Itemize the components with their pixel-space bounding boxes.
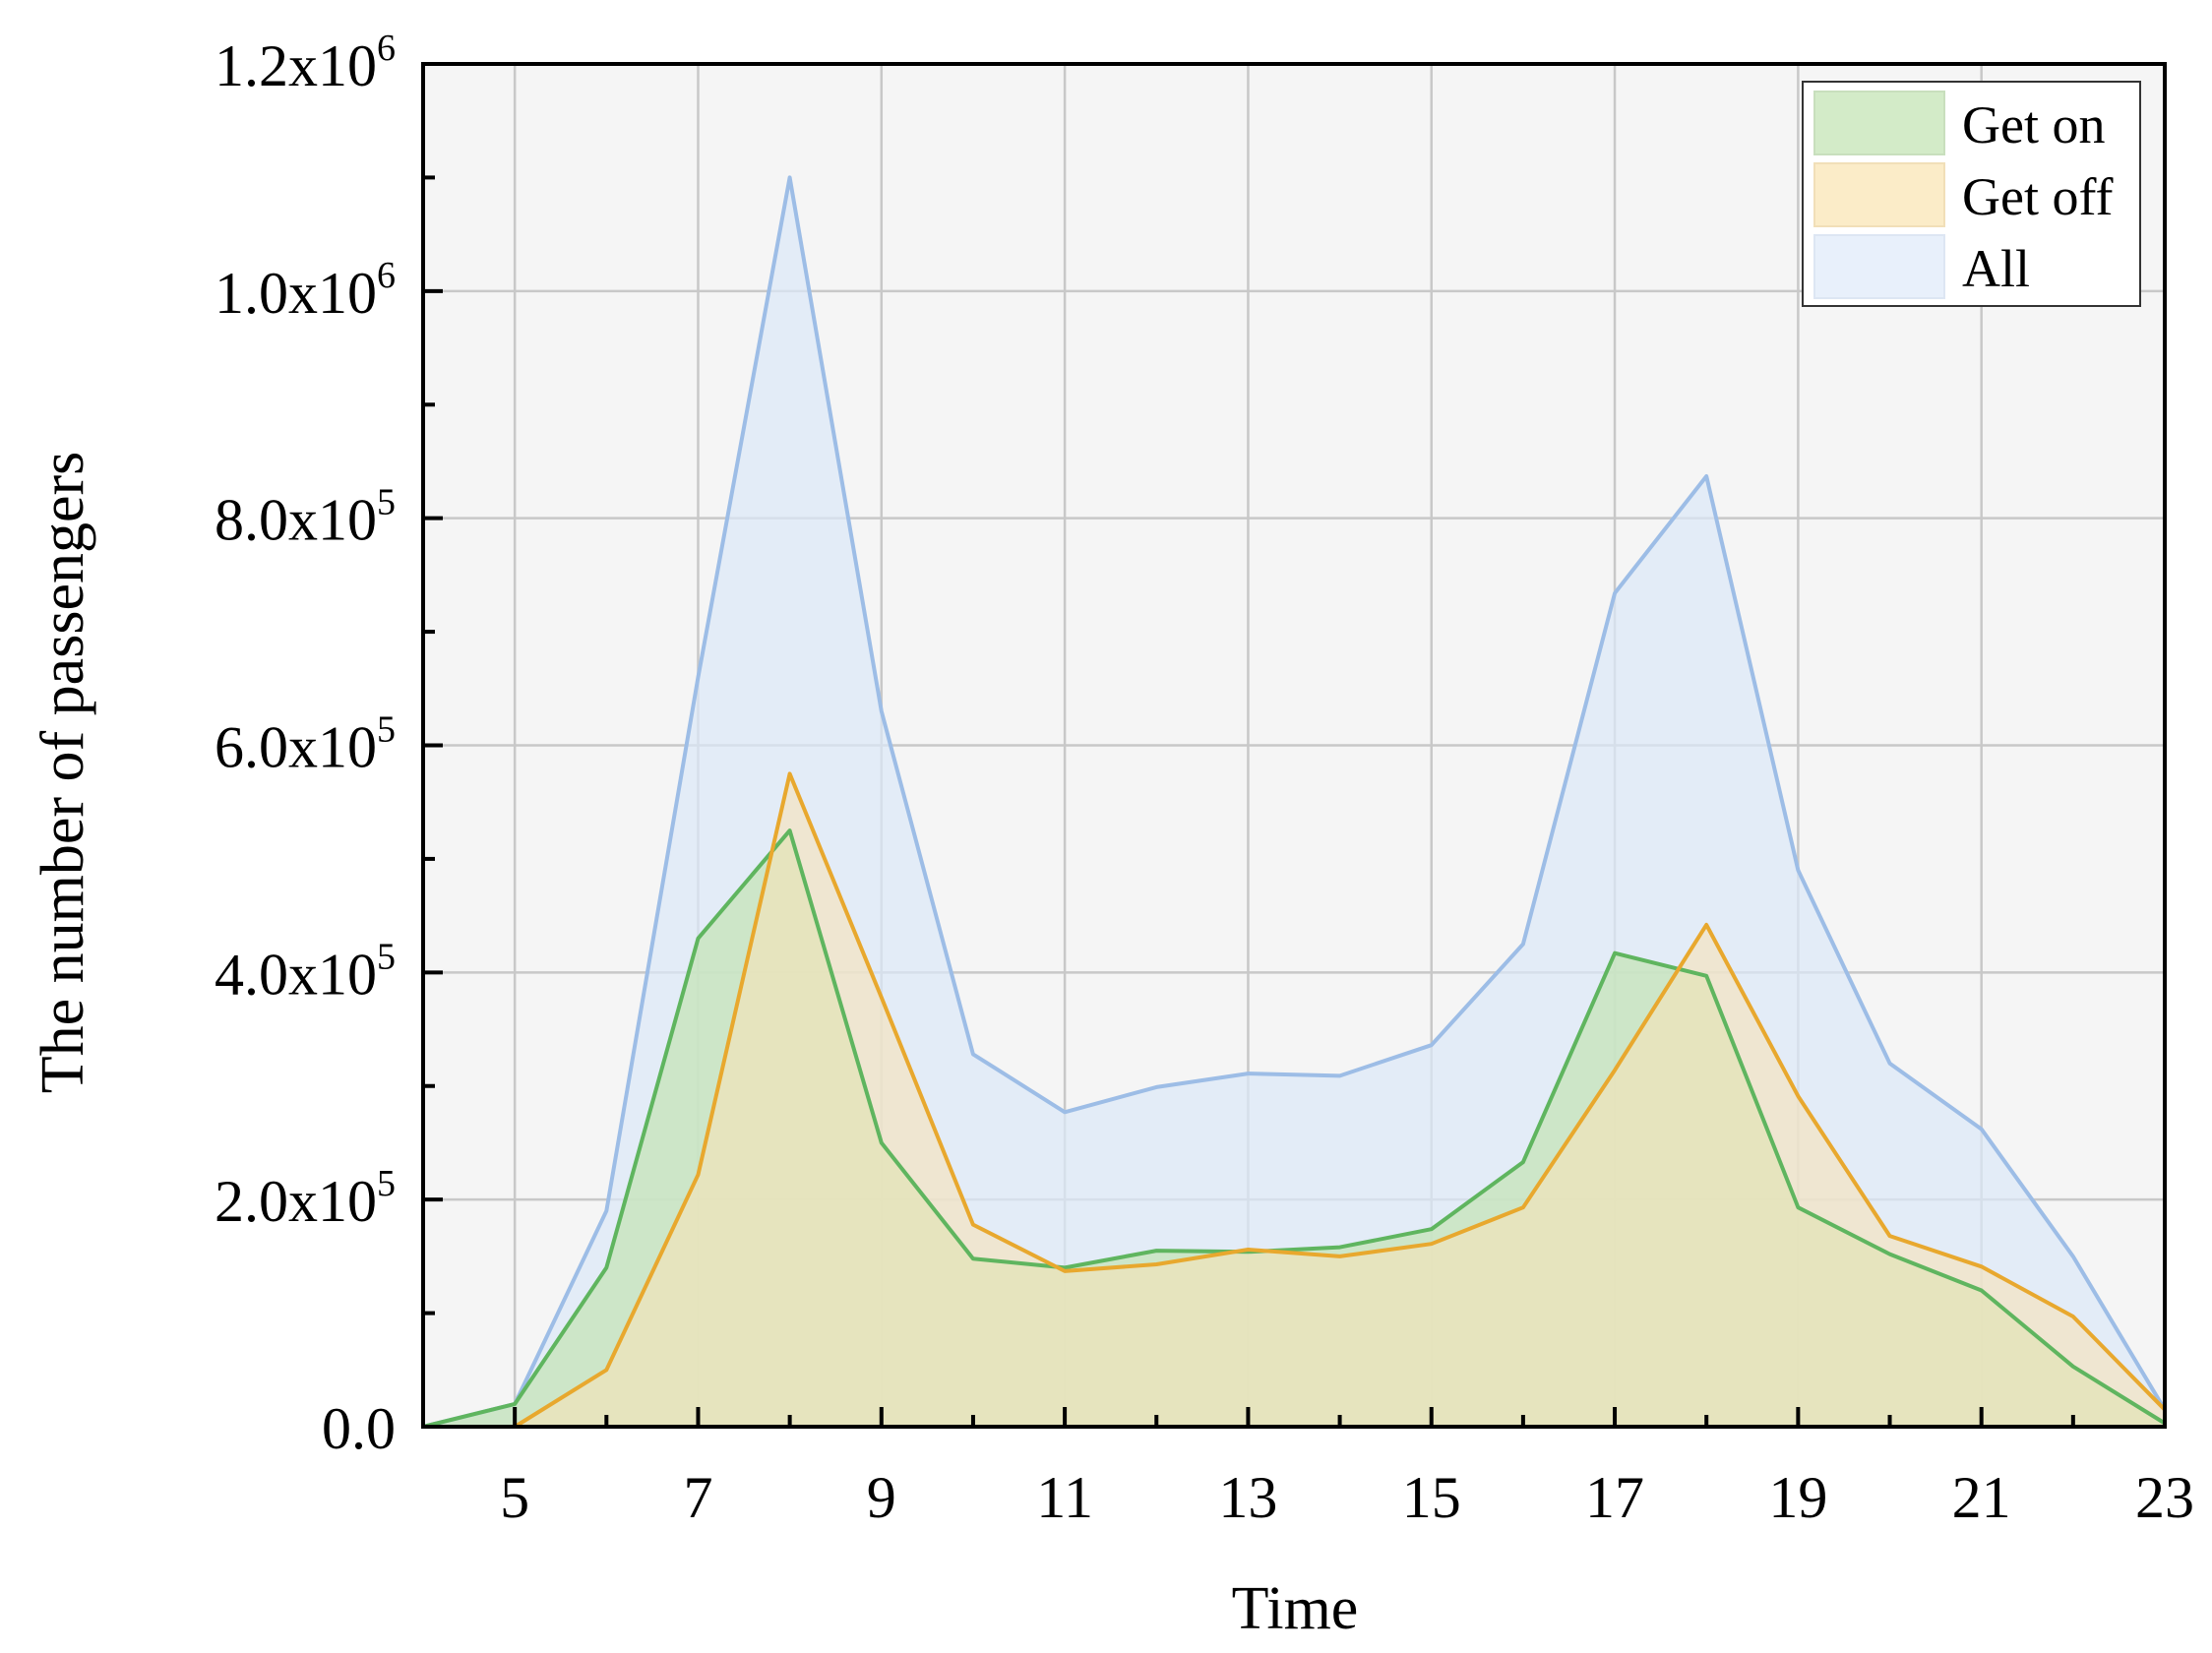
- x-tick-label-11: 11: [1036, 1465, 1093, 1530]
- y-tick-label-5: 1.0x106: [215, 255, 396, 326]
- x-tick-label-13: 13: [1218, 1465, 1277, 1530]
- legend-label-all: All: [1962, 239, 2030, 298]
- y-tick-exponent: 5: [377, 936, 396, 977]
- y-tick-mantissa: 2.0x10: [215, 1169, 377, 1234]
- legend-swatch-get-off: [1813, 162, 1945, 227]
- area-get-off: [423, 773, 2165, 1427]
- y-tick-exponent: 5: [377, 709, 396, 751]
- y-tick-label-6: 1.2x106: [215, 28, 396, 98]
- y-tick-mantissa: 4.0x10: [215, 942, 377, 1007]
- y-tick-label-1: 2.0x105: [215, 1163, 396, 1234]
- y-tick-label-2: 4.0x105: [215, 936, 396, 1007]
- x-tick-label-15: 15: [1402, 1465, 1461, 1530]
- y-tick-exponent: 6: [377, 28, 396, 69]
- x-tick-label-21: 21: [1952, 1465, 2011, 1530]
- y-tick-exponent: 6: [377, 255, 396, 296]
- y-tick-label-3: 6.0x105: [215, 709, 396, 780]
- x-tick-labels: 5 7 9 11 13 15 17 19 21 23: [500, 1465, 2194, 1530]
- line-get-off: [423, 771, 2167, 1429]
- legend-swatch-all: [1813, 234, 1945, 299]
- legend-label-get-on: Get on: [1962, 95, 2105, 154]
- y-tick-exponent: 5: [377, 482, 396, 523]
- line-get-on: [422, 828, 2167, 1429]
- y-axis-title: The number of passengers: [30, 452, 96, 1094]
- legend: Get on Get off All: [1802, 81, 2141, 307]
- x-tick-label-7: 7: [683, 1465, 712, 1530]
- legend-swatch-get-on: [1813, 91, 1945, 155]
- x-tick-label-17: 17: [1585, 1465, 1644, 1530]
- series-areas: [423, 177, 2165, 1427]
- x-tick-label-23: 23: [2135, 1465, 2194, 1530]
- line-all: [422, 175, 2167, 1429]
- y-tick-mantissa: 1.2x10: [215, 33, 377, 98]
- y-tick-mantissa: 1.0x10: [215, 261, 377, 326]
- series-lines: [422, 175, 2167, 1429]
- y-tick-labels: 0.02.0x1054.0x1056.0x1058.0x1051.0x1061.…: [215, 28, 396, 1461]
- x-tick-label-9: 9: [867, 1465, 896, 1530]
- y-tick-exponent: 5: [377, 1163, 396, 1204]
- legend-label-get-off: Get off: [1962, 167, 2113, 226]
- y-tick-mantissa: 6.0x10: [215, 715, 377, 780]
- x-tick-label-5: 5: [500, 1465, 529, 1530]
- axis-ticks: [421, 62, 2167, 1429]
- y-tick-label-4: 8.0x105: [215, 482, 396, 553]
- y-tick-mantissa: 8.0x10: [215, 488, 377, 553]
- x-axis-title: Time: [1232, 1575, 1359, 1642]
- y-tick-label-0: 0.0: [322, 1396, 396, 1461]
- y-tick-mantissa: 0.0: [322, 1396, 396, 1461]
- x-tick-label-19: 19: [1768, 1465, 1827, 1530]
